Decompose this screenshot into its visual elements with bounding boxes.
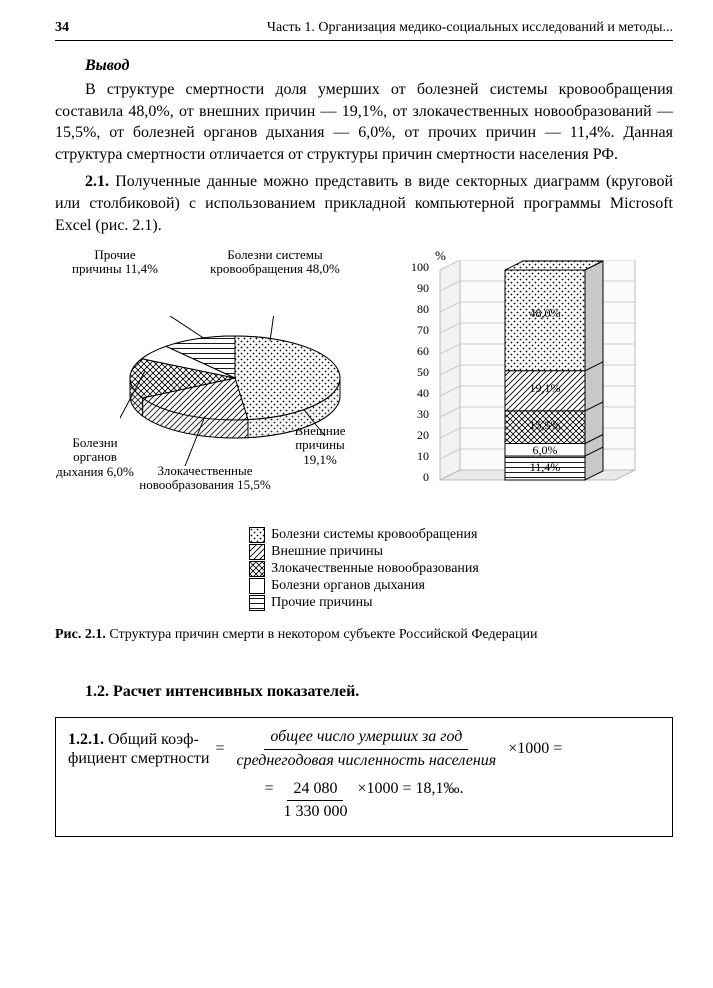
- paragraph-1: В структуре смертности доля умерших от б…: [55, 79, 673, 165]
- legend-item: Злокачественные новообразования: [249, 561, 479, 577]
- bar-tick: 70: [405, 323, 429, 338]
- eq-sign: =: [215, 740, 224, 758]
- bar-tick: 90: [405, 281, 429, 296]
- pie-chart: Прочие причины 11,4% Болезни системы кро…: [55, 246, 395, 521]
- vyvod-heading: Вывод: [85, 57, 673, 75]
- page-number: 34: [55, 20, 69, 36]
- para2-rest: Полученные данные можно представить в ви…: [55, 173, 673, 233]
- bar-tick: 80: [405, 302, 429, 317]
- bar-tick: 10: [405, 449, 429, 464]
- pie-svg: [120, 316, 350, 466]
- running-title: Часть 1. Организация медико-социальных и…: [267, 20, 673, 36]
- bar-tick: 100: [405, 260, 429, 275]
- legend-item: Болезни органов дыхания: [249, 578, 479, 594]
- bar-chart: % 100 90 80 70 60 50 40 30 20 10 0: [405, 246, 655, 521]
- bar-tick: 30: [405, 407, 429, 422]
- bar-tick: 40: [405, 386, 429, 401]
- legend: Болезни системы кровообращения Внешние п…: [249, 527, 479, 611]
- bar-tick: 60: [405, 344, 429, 359]
- legend-item: Болезни системы кровообращения: [249, 527, 479, 543]
- pie-label-krov: Болезни системы кровообращения 48,0%: [205, 248, 345, 277]
- bar-tick: 50: [405, 365, 429, 380]
- legend-item: Внешние причины: [249, 544, 479, 560]
- page-header: 34 Часть 1. Организация медико-социальны…: [55, 20, 673, 41]
- bar-tick: 20: [405, 428, 429, 443]
- figure-2-1: Прочие причины 11,4% Болезни системы кро…: [55, 246, 673, 643]
- bar-tick: 0: [405, 470, 429, 485]
- section-1-2-heading: 1.2. Расчет интенсивных показателей.: [85, 683, 673, 701]
- paragraph-2: 2.1. Полученные данные можно представить…: [55, 171, 673, 236]
- figure-caption: Рис. 2.1. Структура причин смерти в неко…: [55, 627, 673, 643]
- bar-seg-label: 11,4%: [515, 460, 575, 475]
- eq-sign-2: =: [264, 780, 277, 797]
- formula-tail-1: ×1000 =: [508, 740, 562, 758]
- bar-seg-label: 19,1%: [515, 381, 575, 396]
- bar-seg-label: 6,0%: [515, 443, 575, 458]
- formula-tail-2: ×1000 = 18,1‰.: [357, 780, 463, 797]
- pie-label-zlok: Злокачественные новообразования 15,5%: [135, 464, 275, 493]
- bar-seg-label: 15,5%: [515, 418, 575, 433]
- para2-lead: 2.1.: [85, 173, 109, 190]
- legend-item: Прочие причины: [249, 595, 479, 611]
- formula-box: 1.2.1. Общий коэф- фициент смертности = …: [55, 717, 673, 837]
- pie-label-prochie: Прочие причины 11,4%: [70, 248, 160, 277]
- bar-seg-label: 48,0%: [515, 306, 575, 321]
- fraction-2: 24 080 1 330 000: [277, 780, 353, 822]
- formula-lead-bold: 1.2.1.: [68, 731, 104, 748]
- fraction-1: общее число умерших за год среднегодовая…: [230, 728, 502, 770]
